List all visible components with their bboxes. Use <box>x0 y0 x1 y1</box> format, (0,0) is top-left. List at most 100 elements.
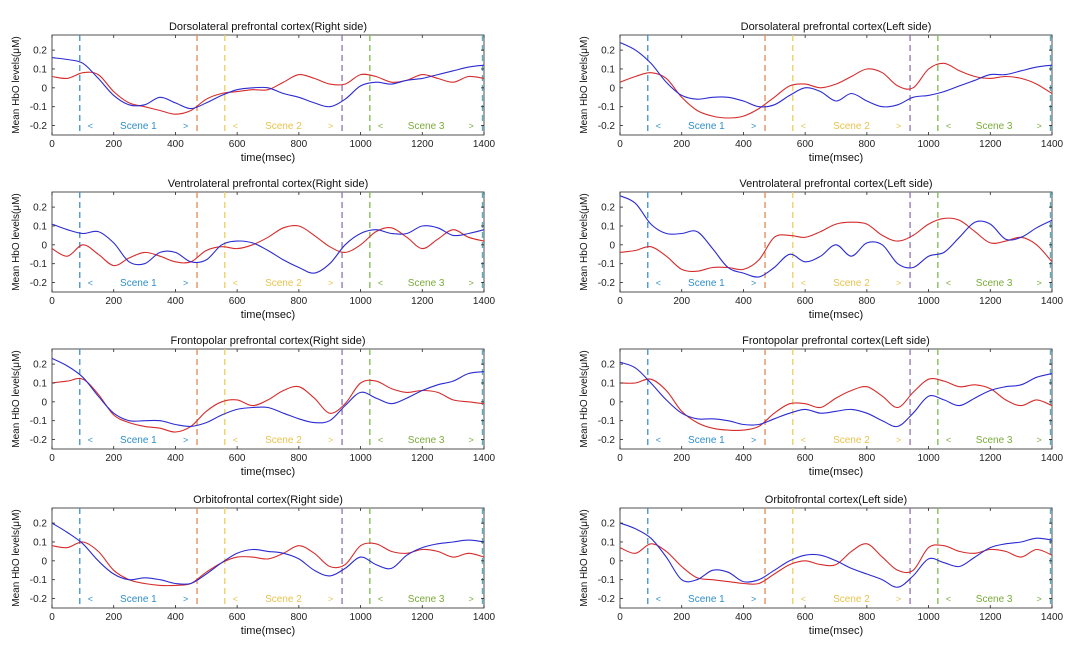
axes-box <box>619 34 1053 136</box>
x-tick-label: 800 <box>859 296 876 307</box>
x-axis-label: time(msec) <box>241 309 295 321</box>
x-tick-label: 400 <box>167 139 184 150</box>
y-axis-label: Mean HbO levels(μM) <box>579 193 590 290</box>
scene-label: Scene 2 <box>265 594 302 605</box>
y-tick-label: -0.2 <box>30 435 48 446</box>
scene-start-mark: < <box>656 594 661 604</box>
x-tick-label: 1400 <box>473 453 496 464</box>
x-tick-label: 1200 <box>411 453 434 464</box>
x-axis-label: time(msec) <box>809 309 863 321</box>
x-tick-label: 600 <box>797 296 814 307</box>
x-tick-label: 800 <box>859 612 876 623</box>
scene-start-mark: < <box>946 435 951 445</box>
y-tick-label: 0.1 <box>33 64 47 75</box>
y-tick-label: 0 <box>41 240 47 251</box>
x-tick-label: 400 <box>735 139 752 150</box>
series-line-2 <box>620 361 1052 428</box>
y-tick-label: -0.1 <box>30 259 48 270</box>
y-tick-label: 0.2 <box>601 360 615 371</box>
scene-label: Scene 1 <box>688 435 725 446</box>
scene-start-mark: < <box>656 121 661 131</box>
y-tick-label: 0 <box>609 397 615 408</box>
x-tick-label: 1000 <box>917 612 940 623</box>
scene-start-mark: < <box>946 121 951 131</box>
chart-title: Ventrolateral prefrontal cortex(Right si… <box>168 178 369 190</box>
scene-label: Scene 2 <box>833 594 870 605</box>
scene-end-mark: > <box>751 121 756 131</box>
scene-end-mark: > <box>183 121 188 131</box>
scene-start-mark: < <box>233 435 238 445</box>
chart-panel-7: Orbitofrontal cortex(Right side) < Scene 1… <box>11 494 496 637</box>
x-tick-label: 1200 <box>979 453 1002 464</box>
x-tick-label: 1400 <box>1041 139 1064 150</box>
y-tick-label: 0.2 <box>33 519 47 530</box>
y-tick-label: 0 <box>609 83 615 94</box>
y-tick-label: 0.2 <box>33 203 47 214</box>
y-tick-label: -0.1 <box>598 575 616 586</box>
scene-start-mark: < <box>378 594 383 604</box>
scene-start-mark: < <box>801 594 806 604</box>
chart-title: Orbitofrontal cortex(Left side) <box>765 494 907 506</box>
y-tick-label: -0.2 <box>30 121 48 132</box>
scene-start-mark: < <box>801 435 806 445</box>
y-tick-label: 0.1 <box>601 537 615 548</box>
y-tick-label: 0 <box>609 556 615 567</box>
y-tick-label: -0.2 <box>598 435 616 446</box>
chart-title: Frontopolar prefrontal cortex(Left side) <box>742 335 930 347</box>
x-tick-label: 800 <box>291 453 308 464</box>
x-axis-label: time(msec) <box>241 152 295 164</box>
scene-end-mark: > <box>751 594 756 604</box>
y-tick-label: -0.2 <box>598 121 616 132</box>
x-tick-label: 600 <box>229 296 246 307</box>
y-tick-label: 0.2 <box>601 519 615 530</box>
y-tick-label: -0.1 <box>30 416 48 427</box>
axes-box <box>51 348 485 450</box>
series-line-1 <box>620 62 1052 119</box>
scene-label: Scene 2 <box>833 435 870 446</box>
chart-panel-4: Ventrolateral prefrontal cortex(Left sid… <box>579 178 1064 321</box>
x-tick-label: 1400 <box>1041 612 1064 623</box>
y-tick-label: -0.1 <box>30 102 48 113</box>
x-tick-label: 0 <box>617 296 623 307</box>
scene-start-mark: < <box>801 278 806 288</box>
x-tick-label: 1000 <box>917 453 940 464</box>
scene-label: Scene 1 <box>688 121 725 132</box>
x-tick-label: 1400 <box>473 612 496 623</box>
x-tick-label: 200 <box>105 612 122 623</box>
x-tick-label: 1000 <box>917 296 940 307</box>
scene-start-mark: < <box>656 278 661 288</box>
scene-end-mark: > <box>468 278 473 288</box>
x-tick-label: 600 <box>797 139 814 150</box>
y-tick-label: 0 <box>41 556 47 567</box>
x-tick-label: 0 <box>617 612 623 623</box>
chart-panel-2: Dorsolateral prefrontal cortex(Left side… <box>579 21 1064 164</box>
scene-start-mark: < <box>378 278 383 288</box>
axes-box <box>51 191 485 293</box>
y-tick-label: 0.1 <box>601 221 615 232</box>
y-tick-label: 0.2 <box>601 203 615 214</box>
y-tick-label: 0 <box>609 240 615 251</box>
x-tick-label: 400 <box>735 453 752 464</box>
scene-end-mark: > <box>328 278 333 288</box>
x-tick-label: 1000 <box>349 612 372 623</box>
scene-label: Scene 2 <box>265 278 302 289</box>
scene-label: Scene 1 <box>120 278 157 289</box>
x-tick-label: 1200 <box>979 612 1002 623</box>
y-tick-label: -0.2 <box>598 278 616 289</box>
x-tick-label: 600 <box>229 453 246 464</box>
x-tick-label: 1400 <box>473 296 496 307</box>
scene-label: Scene 2 <box>833 278 870 289</box>
x-tick-label: 200 <box>673 612 690 623</box>
axes-box <box>619 348 1053 450</box>
series-line-2 <box>620 195 1052 278</box>
y-tick-label: 0 <box>41 397 47 408</box>
y-axis-label: Mean HbO levels(μM) <box>11 36 22 133</box>
scene-end-mark: > <box>751 278 756 288</box>
y-axis-label: Mean HbO levels(μM) <box>11 509 22 606</box>
series-line-1 <box>52 224 484 267</box>
x-tick-label: 0 <box>49 453 55 464</box>
chart-title: Frontopolar prefrontal cortex(Right side… <box>170 335 365 347</box>
y-tick-label: 0 <box>41 83 47 94</box>
chart-title: Orbitofrontal cortex(Right side) <box>193 494 343 506</box>
x-tick-label: 800 <box>291 296 308 307</box>
